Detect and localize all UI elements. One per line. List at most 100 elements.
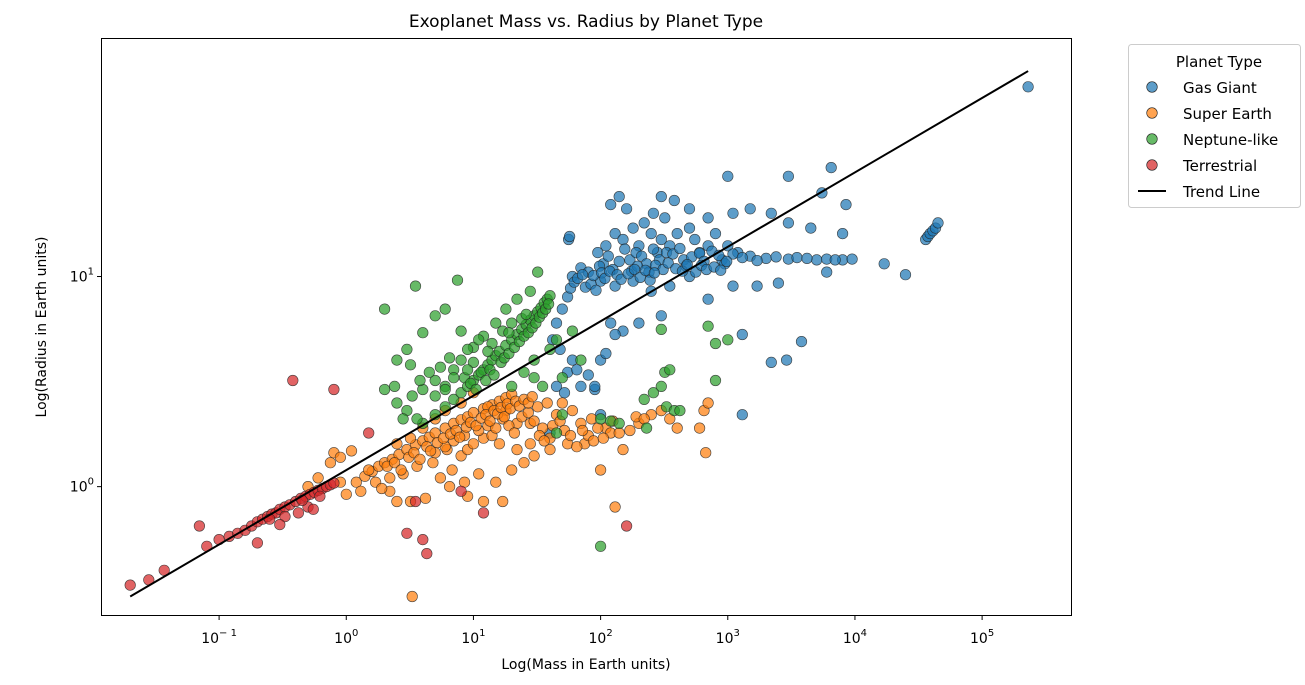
data-point (444, 352, 456, 364)
data-point (722, 334, 734, 346)
data-point (193, 520, 205, 532)
data-point (251, 537, 263, 549)
legend-entry: Super Earth (1146, 105, 1272, 123)
data-point (490, 476, 502, 488)
data-point (558, 387, 571, 399)
data-point (528, 415, 540, 427)
data-point (590, 284, 602, 296)
data-point (655, 191, 667, 203)
data-point (376, 482, 388, 495)
data-point (429, 374, 441, 387)
data-point (482, 345, 494, 358)
data-point (624, 424, 636, 437)
data-point (899, 269, 912, 281)
data-point (542, 298, 555, 310)
data-point (702, 397, 714, 409)
data-point (503, 327, 515, 339)
data-point (508, 427, 521, 439)
data-point (647, 243, 660, 255)
data-point (439, 383, 451, 396)
data-point (709, 337, 722, 350)
data-point (451, 274, 464, 286)
data-point (700, 447, 712, 459)
data-point (448, 393, 460, 406)
data-point (274, 518, 286, 531)
chart-title: Exoplanet Mass vs. Radius by Planet Type (409, 12, 763, 32)
data-point (721, 255, 733, 268)
data-point (566, 405, 579, 417)
legend-entry: Neptune-like (1146, 131, 1278, 149)
series-super-earth (302, 387, 714, 603)
data-point (736, 328, 748, 341)
data-point (314, 490, 326, 502)
x-axis: 10− 1 100 101 102 103 104 105 (201, 615, 994, 647)
legend-label: Super Earth (1183, 105, 1272, 123)
data-point (473, 468, 485, 480)
data-point (609, 228, 621, 240)
y-tick-label: 101 (70, 267, 94, 286)
plot-area (124, 70, 1034, 603)
data-point (334, 451, 347, 463)
data-point (363, 464, 375, 476)
data-point (379, 383, 391, 396)
data-point (324, 457, 337, 469)
data-point (312, 472, 324, 484)
data-point (751, 280, 763, 292)
data-point (801, 252, 813, 264)
data-point (655, 380, 667, 393)
data-point (846, 253, 858, 265)
data-point (414, 453, 426, 465)
legend-title: Planet Type (1176, 53, 1262, 71)
data-point (467, 438, 480, 450)
data-point (836, 228, 849, 240)
data-point (805, 222, 817, 234)
data-point (411, 413, 423, 425)
data-point (526, 391, 538, 403)
legend-label: Trend Line (1182, 183, 1260, 201)
legend: Planet Type Gas Giant Super Earth Neptune-… (1128, 44, 1301, 208)
legend-entry: Gas Giant (1146, 79, 1257, 97)
data-point (417, 533, 429, 546)
data-point (674, 405, 686, 417)
data-point (395, 464, 407, 476)
data-point (655, 323, 667, 336)
data-point (671, 422, 683, 434)
x-tick-label: 105 (970, 628, 994, 647)
data-point (715, 264, 727, 276)
data-point (638, 393, 650, 406)
data-point (627, 222, 639, 234)
data-point (683, 203, 696, 215)
y-axis-label: Log(Radius in Earth units) (34, 237, 50, 418)
data-point (497, 495, 509, 508)
data-point (772, 277, 785, 289)
data-point (727, 280, 739, 292)
data-point (484, 415, 496, 427)
data-point (538, 435, 550, 447)
legend-marker (1146, 107, 1158, 119)
x-axis-label: Log(Mass in Earth units) (501, 657, 670, 673)
data-point (571, 364, 583, 376)
legend-marker (1146, 159, 1158, 171)
data-point (406, 590, 418, 603)
data-point (840, 199, 852, 211)
data-point (455, 485, 467, 497)
legend-label: Terrestrial (1182, 157, 1257, 175)
data-point (620, 203, 633, 215)
data-point (355, 485, 367, 497)
series-neptune-like (379, 266, 734, 552)
data-point (404, 359, 417, 371)
data-point (556, 397, 568, 409)
data-point (345, 445, 358, 457)
data-point (124, 579, 136, 591)
data-point (689, 233, 701, 246)
data-point (620, 520, 633, 532)
legend-label: Gas Giant (1183, 79, 1257, 97)
data-point (467, 356, 480, 369)
data-point (454, 431, 466, 443)
data-point (587, 435, 600, 447)
data-point (379, 303, 391, 315)
legend-label: Neptune-like (1183, 131, 1278, 149)
data-point (563, 230, 576, 243)
data-point (532, 266, 544, 278)
data-point (702, 293, 714, 305)
